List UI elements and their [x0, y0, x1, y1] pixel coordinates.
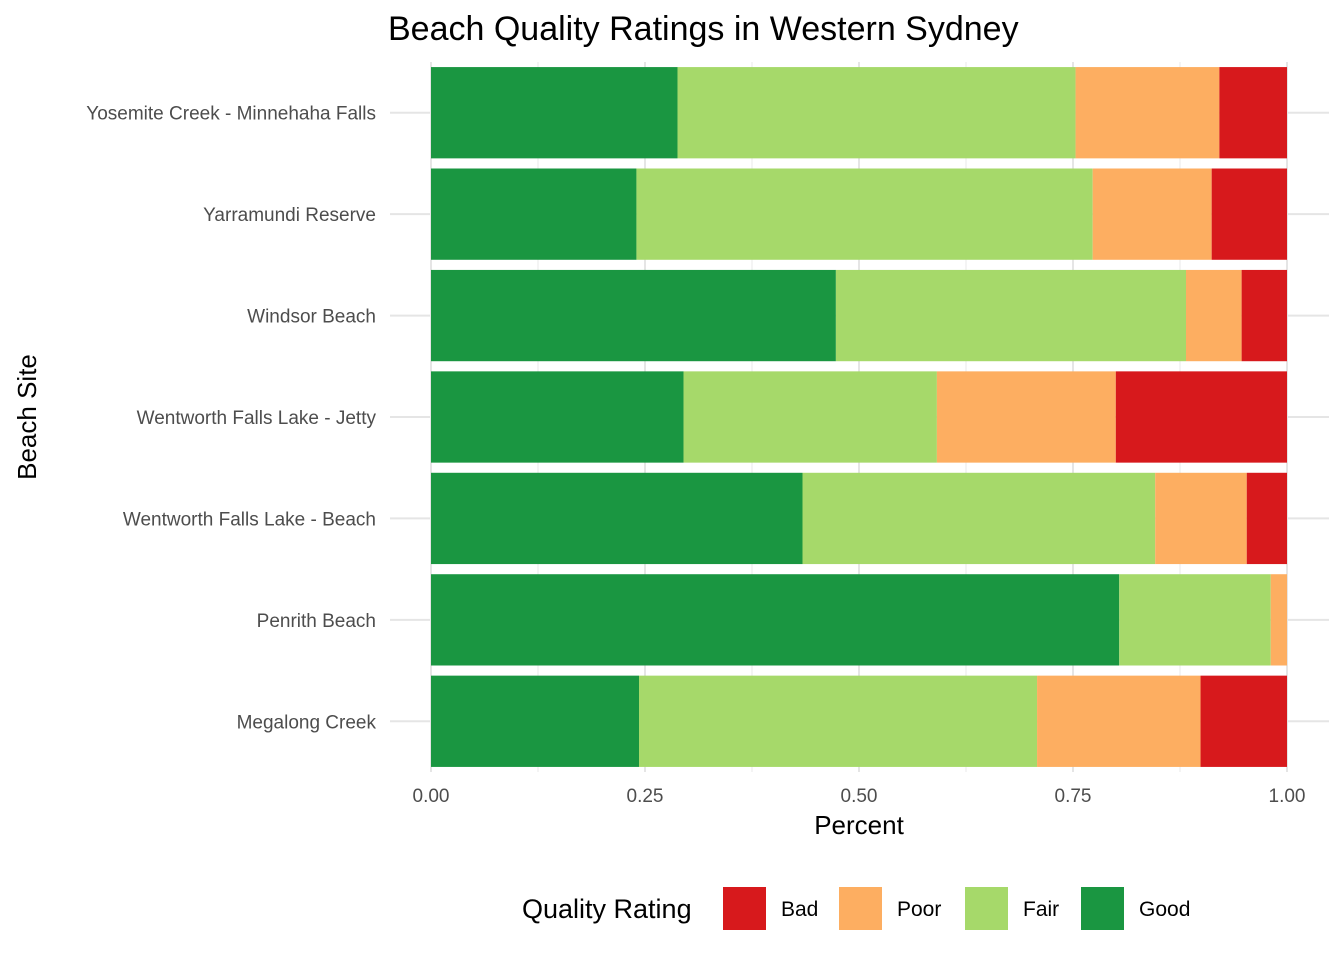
y-tick-label: Yarramundi Reserve — [203, 205, 376, 226]
bar-bad — [1211, 168, 1287, 260]
chart-title: Beach Quality Ratings in Western Sydney — [388, 10, 1019, 48]
bar-poor — [1037, 675, 1201, 767]
legend-key-poor — [839, 887, 882, 930]
y-axis: Yosemite Creek - Minnehaha Falls Yarramun… — [86, 104, 376, 734]
legend-label: Good — [1139, 898, 1190, 921]
bar-fair — [683, 371, 937, 463]
legend-key-fair — [965, 887, 1008, 930]
bar-poor — [1155, 472, 1247, 565]
x-axis: 0.00 0.25 0.50 0.75 1.00 — [413, 786, 1306, 807]
bar-good — [431, 168, 637, 260]
legend: Quality Rating Bad Poor Fair Good — [522, 887, 1190, 930]
legend-key-bad — [723, 887, 766, 930]
x-tick-label: 0.75 — [1055, 786, 1092, 807]
x-tick-label: 0.25 — [627, 786, 664, 807]
y-tick-label: Yosemite Creek - Minnehaha Falls — [86, 104, 376, 125]
bar-fair — [835, 269, 1186, 362]
bar-fair — [636, 168, 1093, 260]
y-tick-label: Wentworth Falls Lake - Jetty — [137, 408, 377, 429]
bar-bad — [1219, 67, 1287, 159]
bar-good — [431, 472, 803, 565]
bar-bad — [1200, 675, 1287, 767]
x-tick-label: 0.00 — [413, 786, 450, 807]
bar-poor — [1185, 269, 1242, 362]
bar-poor — [1270, 574, 1287, 666]
x-axis-title: Percent — [814, 810, 904, 840]
bar-good — [431, 675, 640, 767]
legend-label: Fair — [1023, 898, 1059, 921]
legend-key-good — [1081, 887, 1124, 930]
bar-poor — [936, 371, 1116, 463]
y-tick-label: Megalong Creek — [237, 712, 377, 733]
bar-good — [431, 574, 1120, 666]
legend-title: Quality Rating — [522, 894, 692, 924]
x-tick-label: 0.50 — [841, 786, 878, 807]
bar-bad — [1246, 472, 1287, 565]
bar-fair — [677, 67, 1076, 159]
y-tick-label: Windsor Beach — [247, 307, 376, 328]
y-tick-label: Penrith Beach — [257, 611, 376, 632]
bar-bad — [1241, 269, 1287, 362]
y-axis-title: Beach Site — [12, 354, 42, 480]
bar-fair — [639, 675, 1038, 767]
bar-poor — [1092, 168, 1212, 260]
legend-label: Bad — [781, 898, 818, 921]
x-tick-label: 1.00 — [1269, 786, 1306, 807]
bar-bad — [1115, 371, 1287, 463]
bar-good — [431, 269, 836, 362]
bar-good — [431, 371, 684, 463]
bar-fair — [1119, 574, 1271, 666]
bar-poor — [1075, 67, 1220, 159]
legend-label: Poor — [897, 898, 941, 921]
y-tick-label: Wentworth Falls Lake - Beach — [123, 509, 376, 530]
bar-fair — [802, 472, 1156, 565]
bar-good — [431, 67, 678, 159]
bars — [431, 67, 1287, 767]
